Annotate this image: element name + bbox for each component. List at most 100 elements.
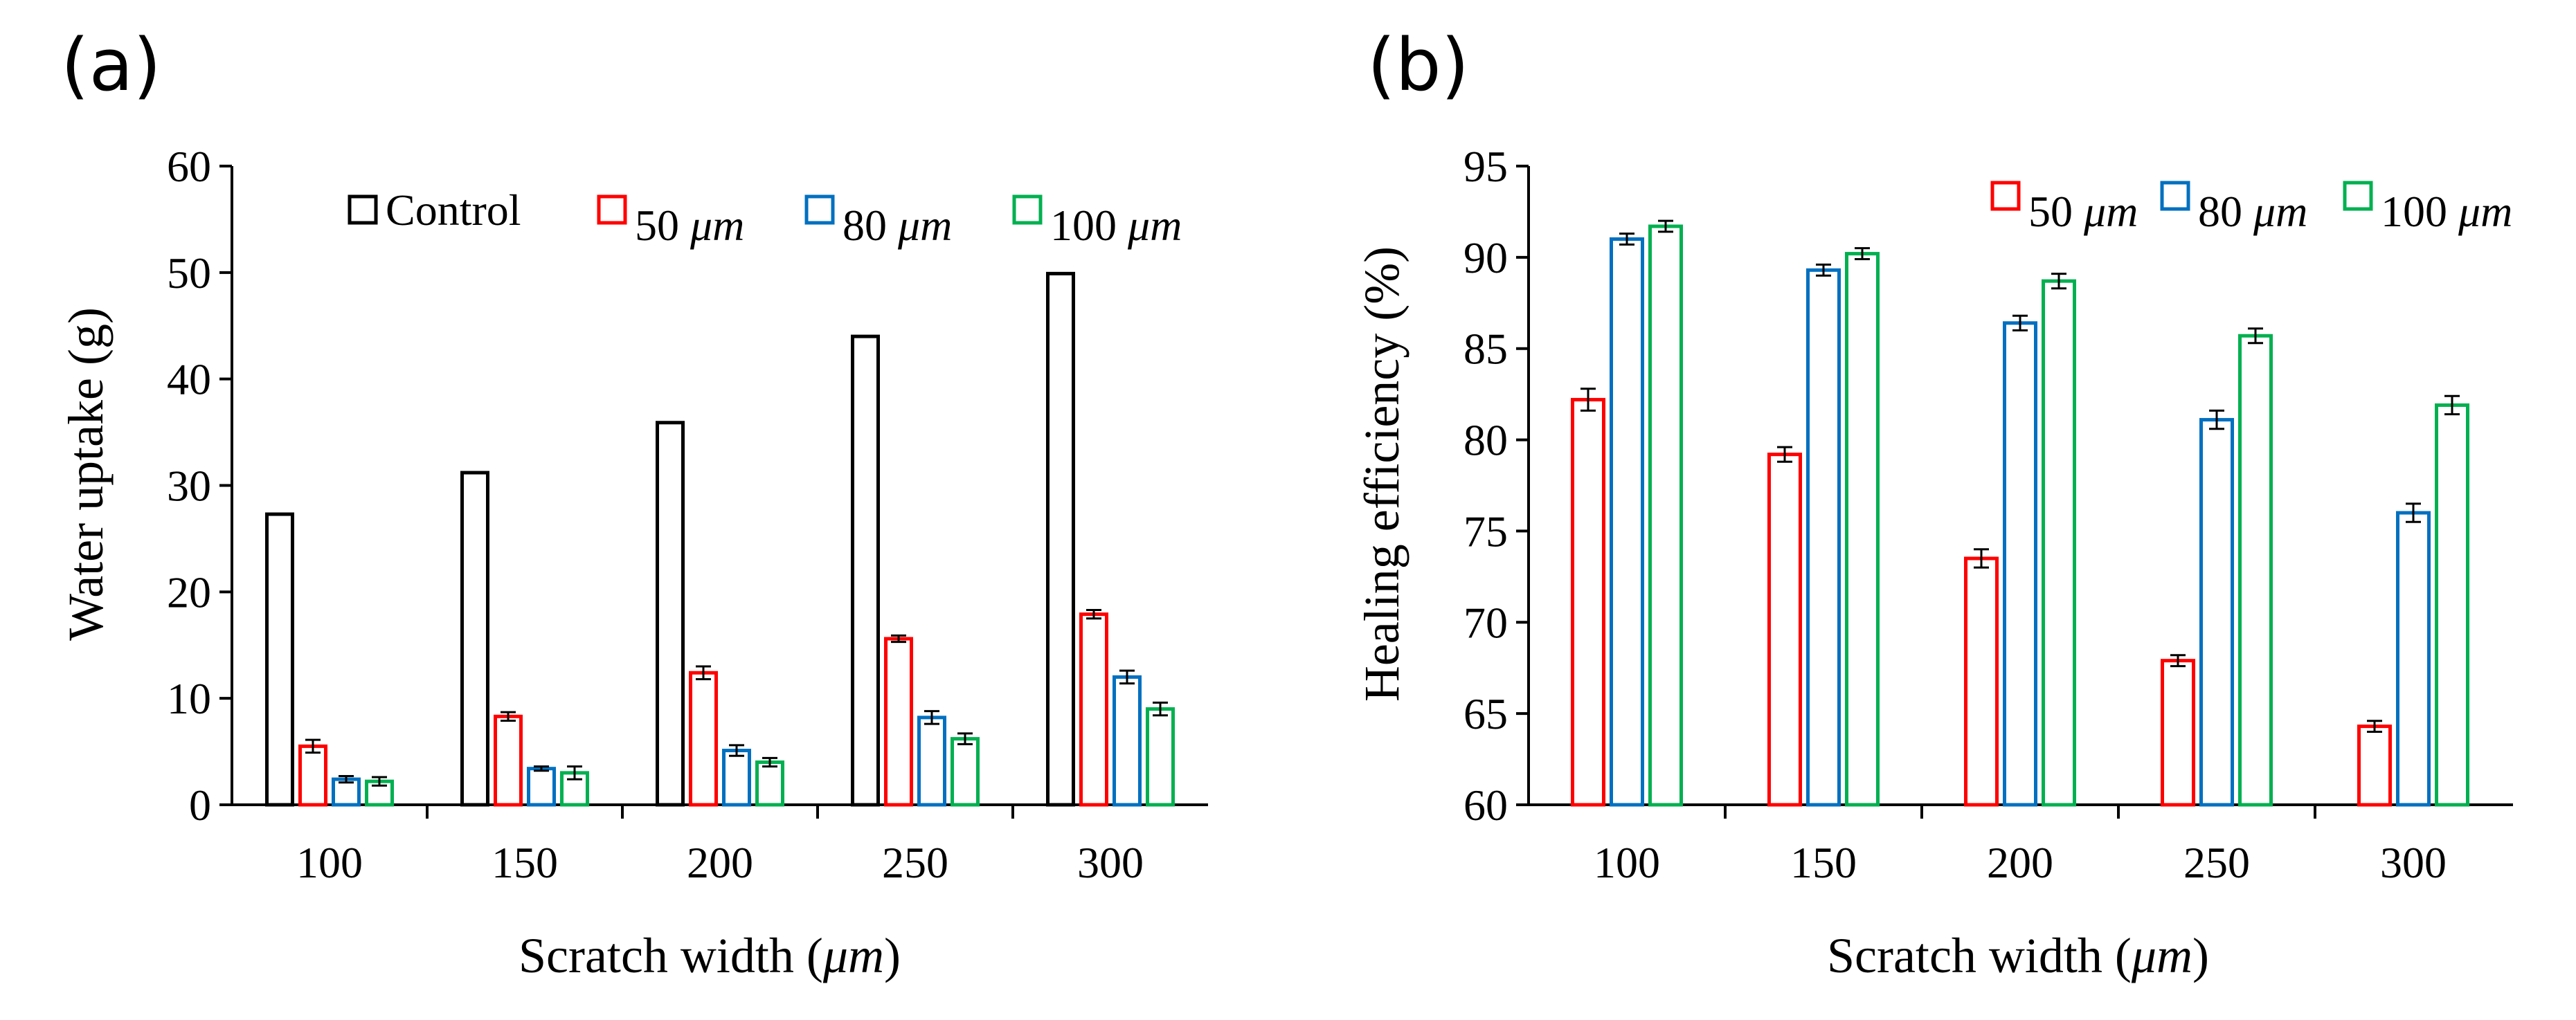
error-bar [957,732,973,745]
bar [2199,418,2234,807]
error-bar [2248,327,2263,345]
error-bar [891,634,906,644]
error-bar [2012,314,2028,331]
y-axis-title-b: Healing efficiency (%) [1354,246,1409,702]
error-bar [1658,219,1673,233]
error-bar [1086,608,1101,620]
bar [1079,612,1108,807]
x-axis-title-a: Scratch width (μm) [519,928,901,983]
bar [2042,279,2076,807]
error-bar [1855,247,1870,260]
legend-swatch [597,194,627,225]
y-tick-label: 85 [1463,325,1508,374]
chart-a: (a) Water uptake (g) Scratch width (μm) … [58,23,1208,983]
x-axis-title-b: Scratch width (μm) [1827,928,2209,983]
error-bar [372,776,387,787]
y-tick-label: 0 [189,781,211,830]
error-bar [1777,446,1792,463]
bar [1767,453,1802,807]
x-tick-label: 300 [1077,838,1144,887]
error-bar [567,765,582,781]
legend-swatch [1990,181,2021,211]
error-bar [2209,409,2224,430]
chart-b: (b) Healing efficiency (%) Scratch width… [1354,23,2513,983]
y-tick-label: 75 [1463,507,1508,556]
bar [2435,403,2469,807]
y-tick-label: 95 [1463,142,1508,191]
y-tick-label: 20 [167,567,211,617]
x-tick-label: 100 [1594,838,1660,887]
bar [494,714,523,807]
bar [460,471,489,807]
bar [1046,271,1075,807]
bar [265,512,294,807]
error-bar [1119,669,1135,685]
bar [2003,321,2037,807]
bar [298,744,327,807]
error-bar [696,665,711,680]
error-bar [2051,273,2066,290]
bar [2238,334,2273,807]
y-tick-label: 80 [1463,416,1508,465]
bar [2396,511,2431,807]
error-bar [1153,701,1168,717]
y-tick-label: 30 [167,462,211,511]
bar [689,671,718,807]
bar [332,777,361,807]
panel-label-b: (b) [1367,23,1469,107]
y-tick-label: 50 [167,248,211,298]
y-tick-label: 65 [1463,689,1508,738]
bar [1964,556,1999,807]
bar [1806,268,1841,807]
y-tick-label: 70 [1463,598,1508,647]
y-tick-label: 10 [167,674,211,723]
error-bar [534,765,549,772]
error-bar [924,710,939,725]
x-tick-label: 200 [1987,838,2053,887]
legend-swatch [348,194,378,225]
x-tick-label: 250 [882,838,948,887]
legend-label: Control [386,185,521,235]
bar [2161,659,2195,807]
bar [1146,707,1175,807]
legend-label: 50 μm [635,201,744,250]
error-bar [1974,548,1989,569]
x-tick-label: 150 [492,838,558,887]
bar [917,716,946,807]
bar [1648,224,1683,807]
legend-swatch [2160,181,2190,211]
bar [1571,398,1605,807]
error-bar [2170,654,2186,668]
legend-label: 100 μm [2381,187,2512,236]
bar [656,421,685,807]
error-bar [501,711,516,722]
bar [884,637,913,807]
x-tick-label: 100 [296,838,363,887]
error-bar [1619,233,1634,246]
error-bar [2406,502,2421,523]
error-bar [2367,720,2382,734]
error-bar [729,744,744,757]
bar [1113,675,1142,807]
bar [527,767,556,807]
error-bar [762,756,777,768]
legend-label: 50 μm [2028,187,2138,236]
x-tick-label: 200 [687,838,753,887]
bar [722,749,751,807]
x-tick-label: 150 [1790,838,1857,887]
y-tick-label: 60 [167,142,211,191]
error-bar [2444,394,2460,416]
bar [1845,252,1880,807]
error-bar [1816,263,1831,277]
legend-label: 80 μm [843,201,952,250]
error-bar [339,774,354,784]
error-bar [305,738,321,754]
bar [851,334,880,807]
y-tick-label: 90 [1463,233,1508,282]
legend-label: 100 μm [1050,201,1182,250]
bar [1610,237,1644,807]
bar [951,737,980,807]
y-axis-title-a: Water uptake (g) [58,307,114,641]
error-bar [1580,388,1596,412]
